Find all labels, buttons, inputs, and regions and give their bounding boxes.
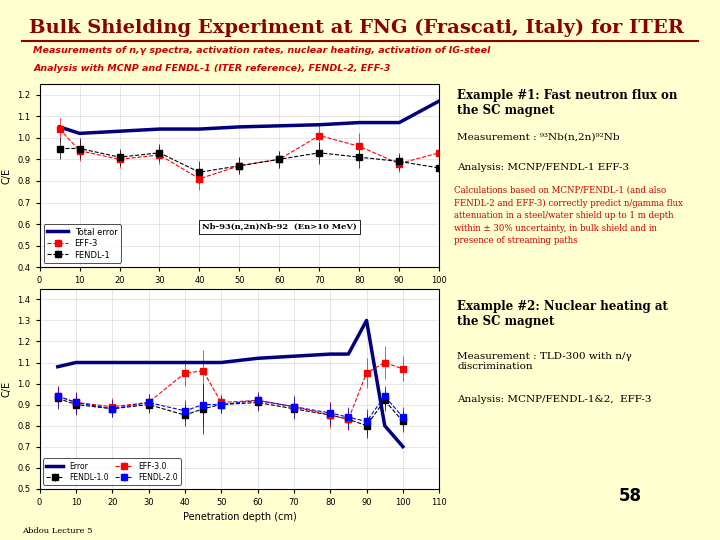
Error	[53, 363, 62, 370]
Text: Measurements of n,γ spectra, activation rates, nuclear heating, activation of IG: Measurements of n,γ spectra, activation …	[34, 46, 491, 55]
Total error	[355, 119, 364, 126]
Text: Measurement : TLD-300 with n/γ
discrimination: Measurement : TLD-300 with n/γ discrimin…	[457, 352, 632, 372]
Total error	[75, 130, 84, 137]
X-axis label: Penetration depth (cm): Penetration depth (cm)	[183, 512, 296, 522]
Text: Analysis with MCNP and FENDL-1 (ITER reference), FENDL-2, EFF-3: Analysis with MCNP and FENDL-1 (ITER ref…	[34, 64, 391, 73]
Error	[71, 359, 80, 366]
Text: Analysis: MCNP/FENDL-1&2,  EFF-3: Analysis: MCNP/FENDL-1&2, EFF-3	[457, 395, 652, 404]
Error	[144, 359, 153, 366]
Text: 58: 58	[618, 487, 642, 505]
Error	[253, 355, 262, 362]
Total error	[235, 124, 243, 130]
Error	[289, 353, 298, 360]
Line: Error: Error	[58, 320, 403, 447]
Error	[181, 359, 189, 366]
Total error	[55, 124, 64, 130]
Text: Measurement : ⁹³Nb(n,2n)⁹²Nb: Measurement : ⁹³Nb(n,2n)⁹²Nb	[457, 133, 620, 141]
X-axis label: Penetration depth (cm): Penetration depth (cm)	[183, 291, 296, 301]
Total error	[156, 126, 164, 132]
Total error	[275, 123, 284, 129]
Total error	[195, 126, 204, 132]
Text: Calculations based on MCNP/FENDL-1 (and also
FENDL-2 and EFF-3) correctly predic: Calculations based on MCNP/FENDL-1 (and …	[454, 186, 683, 245]
Line: Total error: Total error	[60, 101, 439, 133]
Legend: Error, FENDL-1.0, EFF-3.0, FENDL-2.0: Error, FENDL-1.0, EFF-3.0, FENDL-2.0	[43, 458, 181, 485]
Total error	[395, 119, 404, 126]
Error	[399, 443, 408, 450]
Error	[362, 317, 371, 323]
Text: Example #2: Nuclear heating at
the SC magnet: Example #2: Nuclear heating at the SC ma…	[457, 300, 668, 328]
Total error	[315, 122, 324, 128]
Error	[108, 359, 117, 366]
Error	[217, 359, 225, 366]
Text: Abdou Lecture 5: Abdou Lecture 5	[22, 526, 92, 535]
Text: Example #1: Fast neutron flux on
the SC magnet: Example #1: Fast neutron flux on the SC …	[457, 89, 678, 117]
Y-axis label: C/E: C/E	[1, 381, 12, 397]
Legend: Total error, EFF-3, FENDL-1: Total error, EFF-3, FENDL-1	[44, 224, 121, 263]
Text: Bulk Shielding Experiment at FNG (Frascati, Italy) for ITER: Bulk Shielding Experiment at FNG (Frasca…	[29, 19, 684, 37]
Error	[326, 351, 335, 357]
Total error	[115, 128, 124, 134]
Text: Nb-93(n,2n)Nb-92  (En>10 MeV): Nb-93(n,2n)Nb-92 (En>10 MeV)	[202, 223, 356, 231]
Error	[380, 422, 389, 429]
Total error	[435, 98, 444, 104]
Y-axis label: C/E: C/E	[1, 167, 12, 184]
Error	[199, 359, 207, 366]
Error	[344, 351, 353, 357]
Text: Analysis: MCNP/FENDL-1 EFF-3: Analysis: MCNP/FENDL-1 EFF-3	[457, 163, 629, 172]
